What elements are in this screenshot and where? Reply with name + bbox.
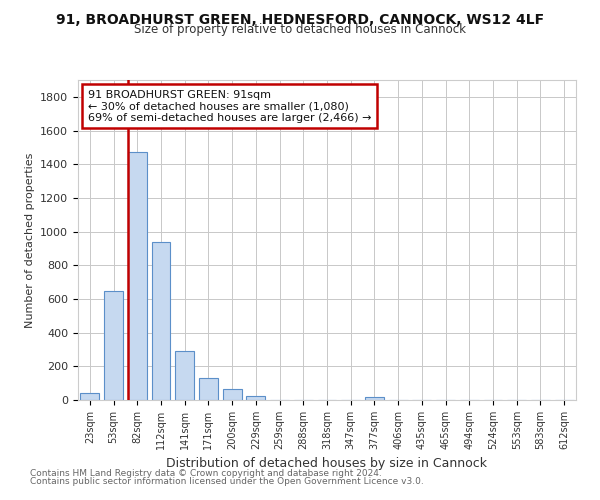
Bar <box>128 152 147 400</box>
Text: 91 BROADHURST GREEN: 91sqm
← 30% of detached houses are smaller (1,080)
69% of s: 91 BROADHURST GREEN: 91sqm ← 30% of deta… <box>88 90 371 123</box>
Text: Contains public sector information licensed under the Open Government Licence v3: Contains public sector information licen… <box>30 477 424 486</box>
Bar <box>104 290 123 400</box>
Bar <box>365 398 384 400</box>
Text: 91, BROADHURST GREEN, HEDNESFORD, CANNOCK, WS12 4LF: 91, BROADHURST GREEN, HEDNESFORD, CANNOC… <box>56 12 544 26</box>
Bar <box>80 394 100 400</box>
Bar <box>247 396 265 400</box>
Bar <box>175 351 194 400</box>
Bar <box>223 389 242 400</box>
Bar <box>199 378 218 400</box>
Bar <box>152 242 170 400</box>
Y-axis label: Number of detached properties: Number of detached properties <box>25 152 35 328</box>
Text: Contains HM Land Registry data © Crown copyright and database right 2024.: Contains HM Land Registry data © Crown c… <box>30 468 382 477</box>
X-axis label: Distribution of detached houses by size in Cannock: Distribution of detached houses by size … <box>167 458 487 470</box>
Text: Size of property relative to detached houses in Cannock: Size of property relative to detached ho… <box>134 22 466 36</box>
